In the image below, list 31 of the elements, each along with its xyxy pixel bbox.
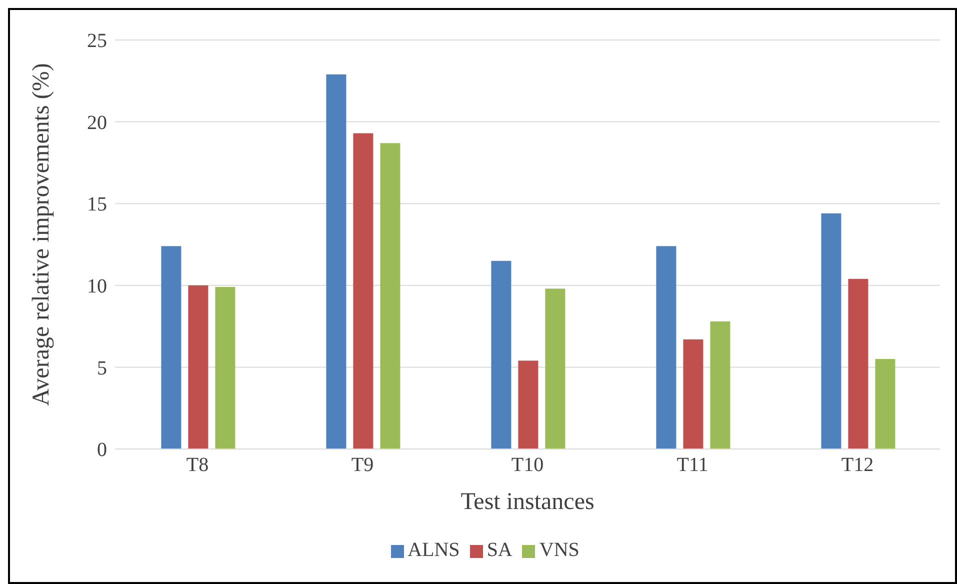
bar xyxy=(518,360,538,449)
legend-label: ALNS xyxy=(408,539,460,561)
bar xyxy=(353,133,374,449)
bar xyxy=(380,143,400,449)
x-tick-label: T11 xyxy=(676,454,708,476)
bar xyxy=(491,260,512,449)
legend-label: VNS xyxy=(539,539,580,561)
y-tick-label: 20 xyxy=(87,112,107,134)
bar xyxy=(821,213,842,449)
bar xyxy=(848,278,868,449)
x-axis-title: Test instances xyxy=(460,489,594,515)
bar xyxy=(215,287,236,449)
y-tick-label: 0 xyxy=(97,439,107,462)
y-tick-label: 10 xyxy=(87,276,107,298)
bar xyxy=(656,246,676,449)
y-axis-title: Average relative improvements (%) xyxy=(28,63,55,406)
y-tick-label: 15 xyxy=(87,194,107,216)
bar xyxy=(710,321,730,449)
bar xyxy=(188,285,208,449)
x-tick-label: T10 xyxy=(511,454,544,476)
bar xyxy=(161,246,182,449)
legend-label: SA xyxy=(486,539,512,561)
y-tick-label: 25 xyxy=(87,30,107,52)
bar xyxy=(683,339,704,449)
bar xyxy=(545,288,566,449)
bar xyxy=(326,74,346,449)
x-tick-label: T9 xyxy=(351,454,374,476)
bar xyxy=(875,359,896,449)
x-tick-label: T8 xyxy=(186,454,209,476)
y-tick-label: 5 xyxy=(97,357,107,380)
x-tick-label: T12 xyxy=(841,454,874,476)
